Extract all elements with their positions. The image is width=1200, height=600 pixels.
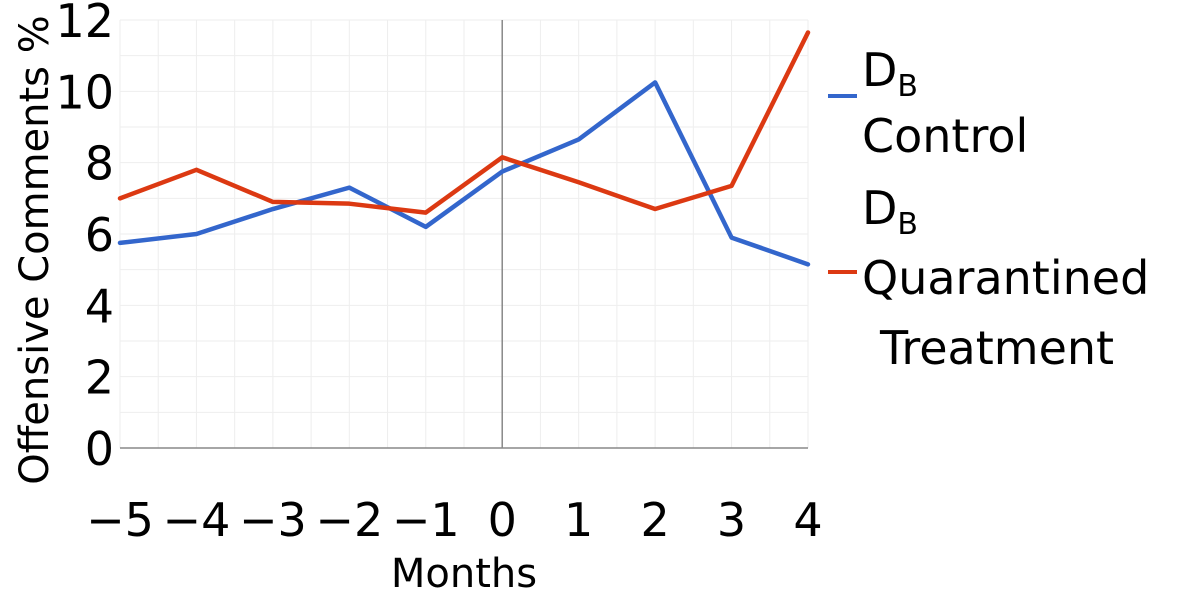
axes (120, 20, 808, 449)
y-tick-labels: 0 2 4 6 8 10 12 (55, 0, 114, 476)
x-tick-labels: −5 −4 −3 −2 −1 0 1 2 3 4 (86, 493, 823, 547)
y-tick-label: 6 (85, 208, 114, 262)
y-tick-label: 4 (85, 279, 114, 333)
series-line-0 (117, 80, 811, 267)
y-tick-label: 8 (85, 137, 114, 191)
y-tick-label: 12 (55, 0, 114, 48)
x-axis-title: Months (391, 551, 537, 597)
legend-label-quarantined-main: DB (862, 181, 918, 242)
series-lines (117, 30, 811, 267)
x-tick-label: −3 (239, 493, 307, 547)
x-tick-label: −2 (315, 493, 383, 547)
legend-label-control-rest: Control (862, 109, 1028, 163)
y-tick-label: 10 (55, 65, 114, 119)
x-tick-label: −4 (163, 493, 231, 547)
y-axis-title: Offensive Comments % (12, 15, 58, 485)
x-tick-label: −1 (392, 493, 460, 547)
legend-label-quarantined-line1: Quarantined (862, 251, 1149, 305)
x-tick-label: 1 (564, 493, 593, 547)
x-tick-label: 3 (717, 493, 746, 547)
grid (119, 19, 809, 449)
series-line-1 (117, 30, 811, 215)
y-tick-label: 2 (85, 351, 114, 405)
x-tick-label: 0 (488, 493, 517, 547)
y-tick-label: 0 (85, 422, 114, 476)
legend: DB Control DB Quarantined Treatment (828, 43, 1149, 375)
legend-label-quarantined-line2: Treatment (879, 321, 1114, 375)
x-tick-label: 2 (640, 493, 669, 547)
x-tick-label: 4 (793, 493, 822, 547)
legend-label-control-main: DB (862, 43, 918, 104)
x-tick-label: −5 (86, 493, 154, 547)
